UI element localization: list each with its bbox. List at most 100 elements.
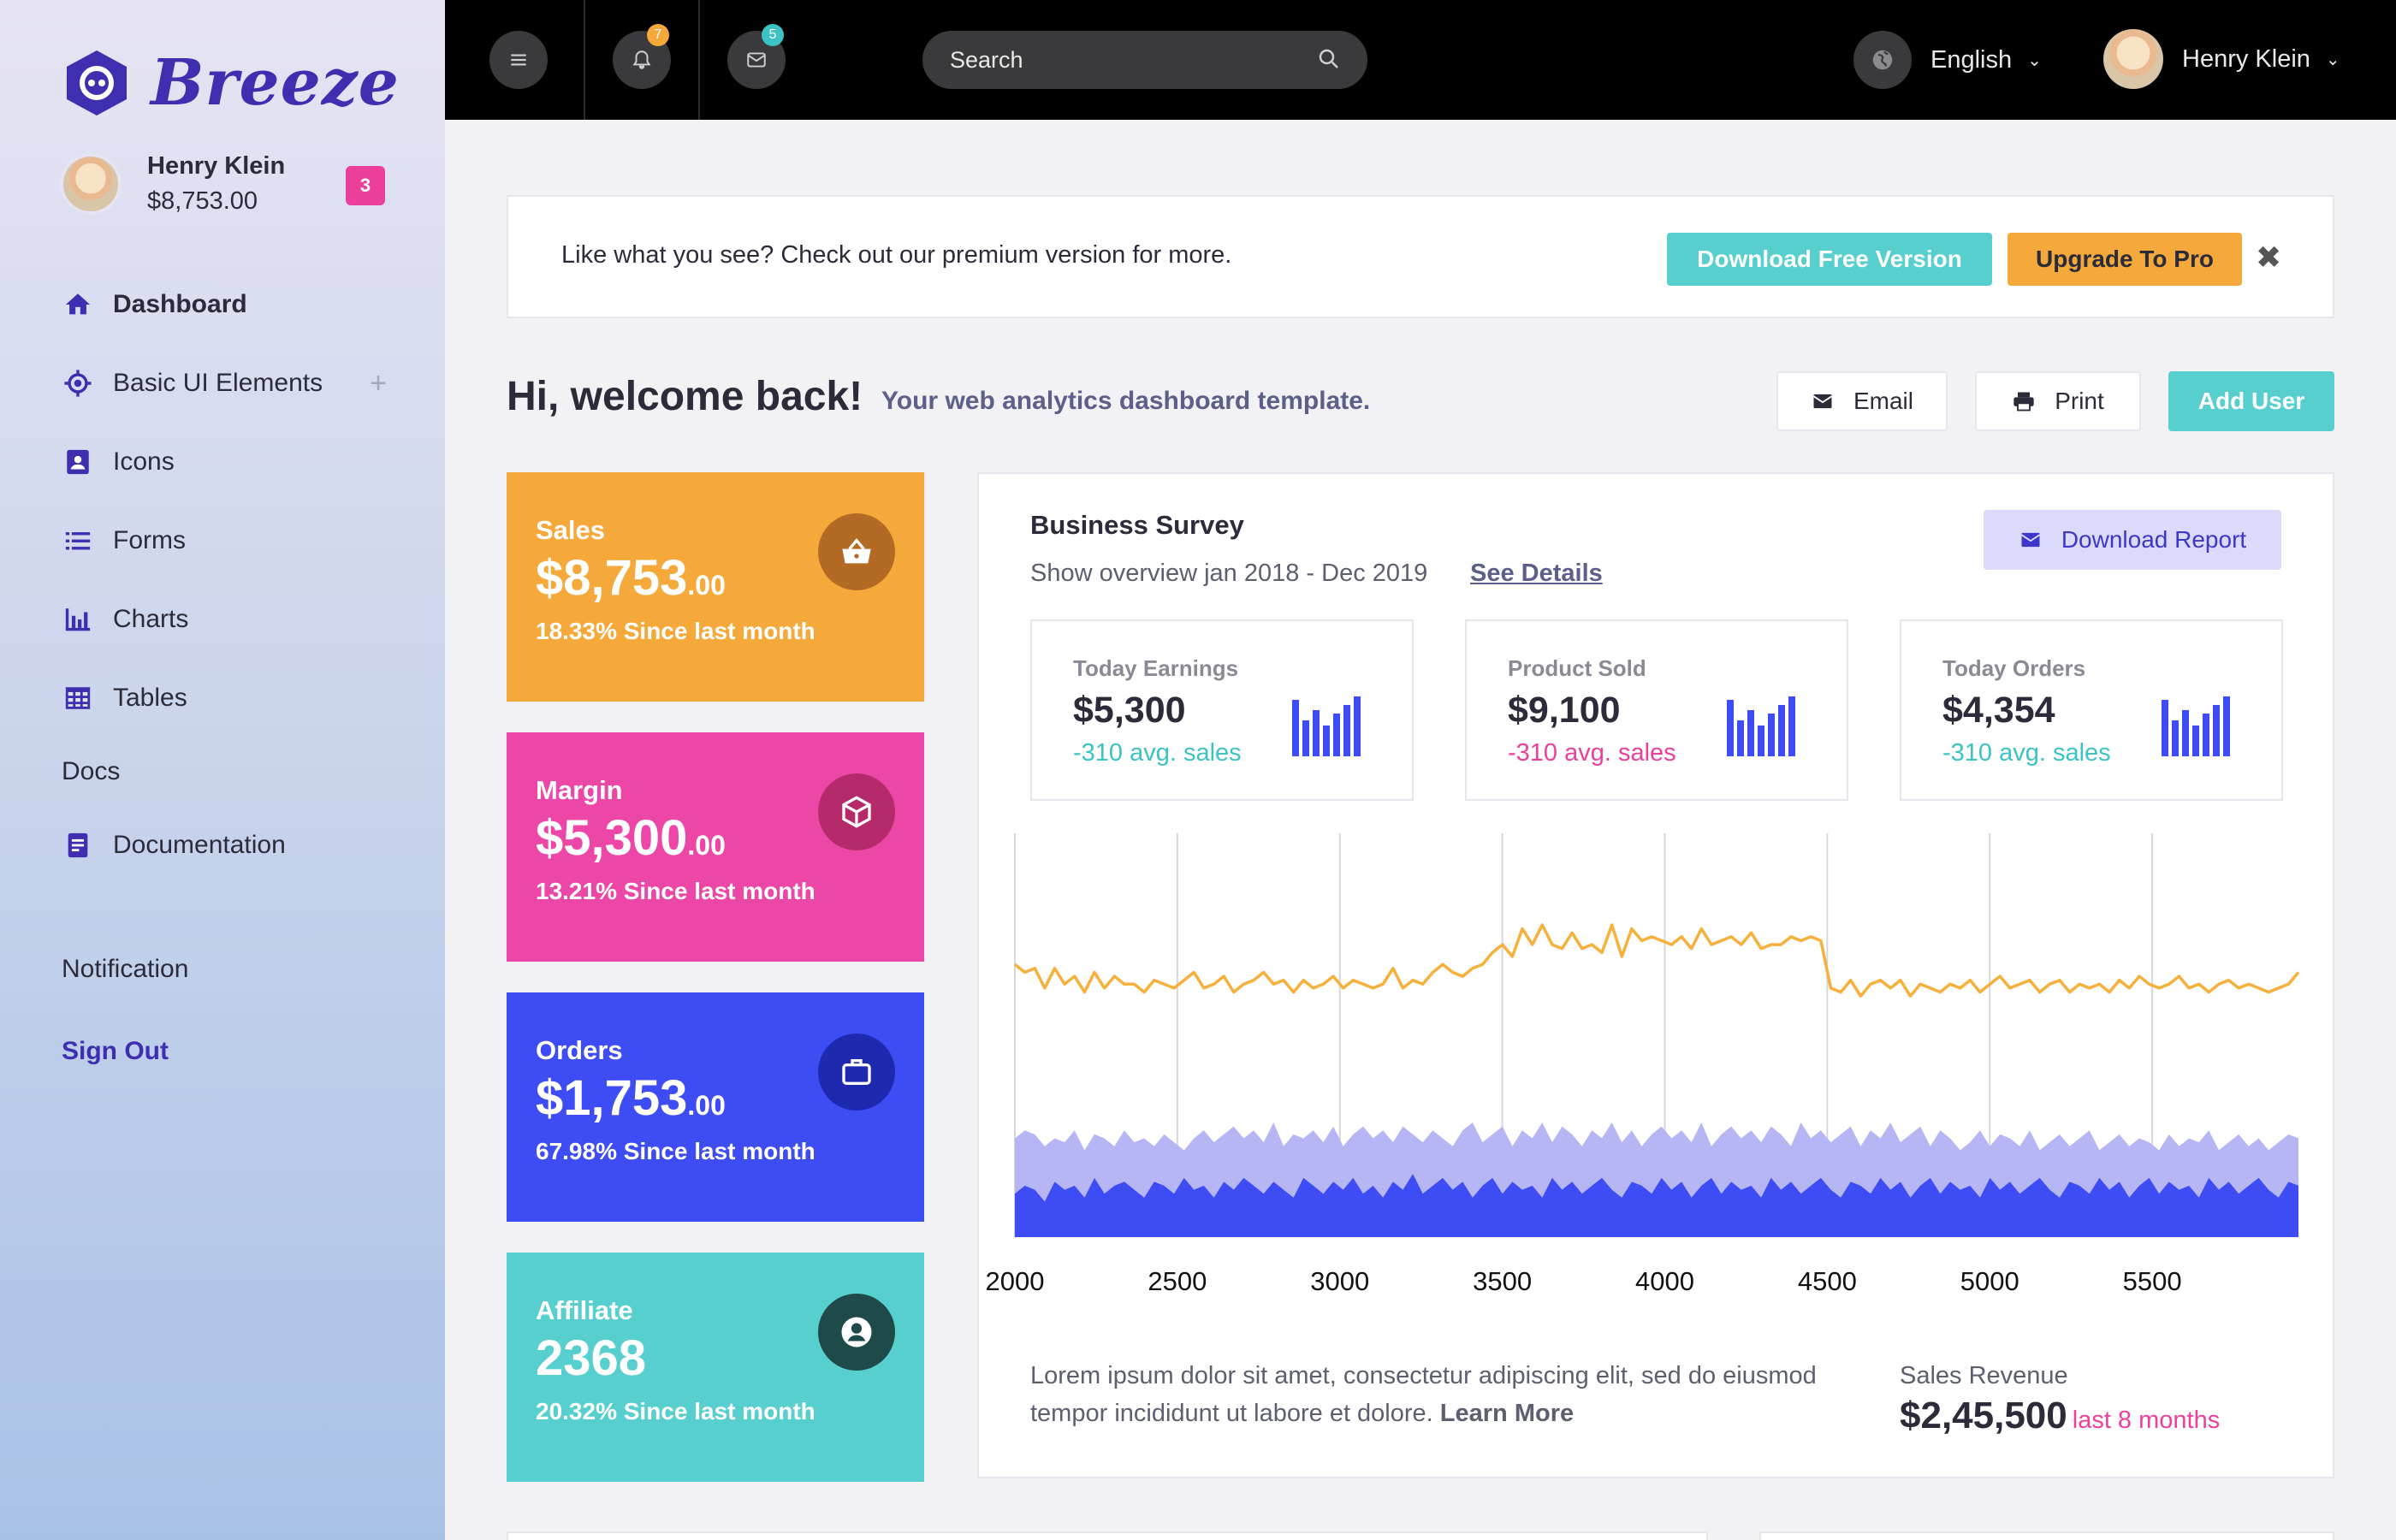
area-series-dark [1015,1174,2298,1237]
next-card [1759,1531,2334,1540]
print-button[interactable]: Print [1975,371,2141,431]
mail-icon [2019,528,2043,552]
avatar [2103,29,2163,89]
close-icon[interactable]: ✖ [2256,240,2282,275]
mini-stat-orders: Today Orders $4,354 -310 avg. sales [1900,619,2283,801]
mini-stat-value: $5,300 [1073,690,1186,731]
mini-stat-sub: -310 avg. sales [1508,739,1676,767]
table-grid-icon [62,682,94,714]
stat-value: 2368 [536,1330,647,1386]
sidebar-item-charts[interactable]: Charts [62,580,387,659]
mini-stat-earnings: Today Earnings $5,300 -310 avg. sales [1030,619,1414,801]
x-tick-label: 3500 [1473,1266,1532,1296]
sign-out-link[interactable]: Sign Out [62,1037,169,1065]
x-tick-label: 5000 [1960,1266,2019,1296]
stat-title: Orders [536,1035,623,1065]
search-box [922,31,1367,89]
print-button-label: Print [2055,388,2104,414]
topbar: 7 5 English ⌄ Henry Klein ⌄ [445,0,2396,120]
stat-card-orders[interactable]: Orders $1,753.00 67.98% Since last month [507,992,924,1222]
revenue-period: last 8 months [2072,1407,2221,1434]
topbar-divider [584,0,585,120]
email-button-label: Email [1853,388,1913,414]
bell-icon [632,50,651,69]
sidebar-item-label: Charts [113,605,189,633]
topbar-divider [698,0,700,120]
mini-stat-sub: -310 avg. sales [1073,739,1242,767]
mail-icon [1811,389,1835,413]
user-name: Henry Klein [2182,44,2310,73]
stat-title: Margin [536,775,623,805]
stat-card-sales[interactable]: Sales $8,753.00 18.33% Since last month [507,472,924,702]
page-subtitle: Your web analytics dashboard template. [881,387,1371,415]
sidebar-item-icons[interactable]: Icons [62,423,387,501]
messages-button[interactable]: 5 [727,24,786,89]
x-tick-label: 4500 [1798,1266,1857,1296]
messages-count-badge: 5 [762,24,784,46]
contact-card-icon [62,446,94,478]
cube-icon [818,773,895,850]
upgrade-pro-button[interactable]: Upgrade To Pro [2008,233,2242,286]
see-details-link[interactable]: See Details [1470,560,1603,587]
stat-card-margin[interactable]: Margin $5,300.00 13.21% Since last month [507,732,924,962]
sidebar-nav: Dashboard Basic UI Elements + Icons Form… [62,265,387,885]
language-selector[interactable]: English ⌄ [1853,31,2042,89]
user-menu[interactable]: Henry Klein ⌄ [2103,29,2340,89]
printer-icon [2012,389,2036,413]
profile-name: Henry Klein [147,152,286,180]
stat-change: 20.32% Since last month [536,1398,815,1424]
avatar [60,153,122,215]
search-input[interactable] [922,31,1299,89]
bar-chart-icon [1292,696,1361,756]
sales-revenue-label: Sales Revenue [1900,1362,2068,1389]
list-icon [62,524,94,557]
stat-value: $1,753.00 [536,1070,726,1126]
stat-change: 67.98% Since last month [536,1138,815,1164]
sidebar-notification[interactable]: Notification [62,955,189,983]
sidebar-item-documentation[interactable]: Documentation [62,806,387,885]
mini-stat-value: $4,354 [1942,690,2055,731]
stat-change: 18.33% Since last month [536,618,815,644]
mail-icon [747,52,766,68]
expand-plus-icon[interactable]: + [370,366,387,400]
globe-icon [1853,31,1912,89]
download-free-button[interactable]: Download Free Version [1667,233,1992,286]
sidebar-item-label: Icons [113,447,175,476]
line-series [1013,923,2300,998]
sidebar-item-label: Forms [113,526,186,554]
stat-card-affiliate[interactable]: Affiliate 2368 20.32% Since last month [507,1253,924,1482]
notifications-button[interactable]: 7 [613,24,671,89]
bar-chart-icon [2162,696,2230,756]
notifications-count-badge: 7 [647,24,669,46]
basket-icon [818,513,895,590]
sales-revenue-value: $2,45,500 last 8 months [1900,1395,2221,1436]
sidebar-item-forms[interactable]: Forms [62,501,387,580]
email-button[interactable]: Email [1776,371,1948,431]
sidebar-item-dashboard[interactable]: Dashboard [62,265,387,344]
download-report-button[interactable]: Download Report [1984,510,2281,570]
mini-stat-sub: -310 avg. sales [1942,739,2111,767]
logo[interactable]: Breeze [67,46,400,120]
learn-more-link[interactable]: Learn More [1439,1400,1575,1427]
stat-title: Affiliate [536,1295,633,1325]
sidebar: Breeze Henry Klein $8,753.00 3 Dashboard… [0,0,445,1540]
stat-value: $8,753.00 [536,550,726,606]
chevron-down-icon: ⌄ [2325,50,2340,69]
sidebar-profile[interactable]: Henry Klein $8,753.00 3 [60,152,385,216]
search-icon[interactable] [1316,46,1342,72]
stat-value: $5,300.00 [536,810,726,866]
bar-chart-icon [1727,696,1795,756]
stat-title: Sales [536,515,606,545]
x-tick-label: 5500 [2123,1266,2182,1296]
profile-badge: 3 [346,166,385,205]
add-user-button[interactable]: Add User [2168,371,2334,431]
nav-section-docs: Docs [62,757,121,785]
survey-subtitle: Show overview jan 2018 - Dec 2019 [1030,560,1428,587]
document-icon [62,829,94,862]
menu-toggle-button[interactable] [489,31,548,89]
chevron-down-icon: ⌄ [2027,50,2042,70]
sidebar-item-tables[interactable]: Tables [62,659,387,737]
survey-title: Business Survey [1030,510,1244,540]
briefcase-icon [818,1034,895,1111]
sidebar-item-basic-ui[interactable]: Basic UI Elements + [62,344,387,423]
